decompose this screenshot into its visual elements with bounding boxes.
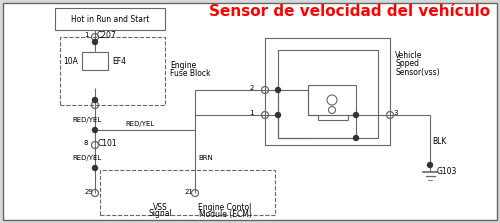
Text: Hot in Run and Start: Hot in Run and Start bbox=[71, 16, 149, 25]
Circle shape bbox=[276, 112, 280, 118]
Circle shape bbox=[92, 128, 98, 132]
Text: Vehicle: Vehicle bbox=[395, 50, 422, 60]
Circle shape bbox=[92, 165, 98, 171]
Text: 3: 3 bbox=[393, 110, 398, 116]
Text: Engine: Engine bbox=[170, 60, 196, 70]
Text: RED/YEL: RED/YEL bbox=[72, 117, 101, 123]
Text: 1: 1 bbox=[250, 110, 254, 116]
Bar bbox=[82, 52, 108, 70]
Text: VSS: VSS bbox=[152, 202, 168, 211]
Text: C207: C207 bbox=[97, 31, 117, 39]
Circle shape bbox=[428, 163, 432, 167]
Text: 2: 2 bbox=[250, 85, 254, 91]
Circle shape bbox=[354, 136, 358, 140]
Bar bbox=[100, 170, 275, 215]
Text: 29: 29 bbox=[85, 189, 94, 195]
Bar bbox=[265, 38, 390, 145]
Text: 8: 8 bbox=[83, 140, 87, 146]
Text: Sensor de velocidad del vehículo: Sensor de velocidad del vehículo bbox=[210, 4, 490, 19]
Circle shape bbox=[276, 87, 280, 93]
Text: 21: 21 bbox=[185, 189, 194, 195]
Circle shape bbox=[92, 39, 98, 45]
Text: 1: 1 bbox=[84, 32, 88, 38]
Bar bbox=[60, 37, 165, 105]
Text: BLK: BLK bbox=[432, 138, 446, 147]
Text: 10A: 10A bbox=[63, 58, 78, 66]
Text: BRN: BRN bbox=[198, 155, 213, 161]
Text: RED/YEL: RED/YEL bbox=[72, 155, 101, 161]
Text: Module (ECM): Module (ECM) bbox=[198, 209, 252, 219]
Circle shape bbox=[92, 97, 98, 103]
Bar bbox=[278, 50, 378, 138]
Text: RED/YEL: RED/YEL bbox=[126, 121, 154, 127]
Text: G103: G103 bbox=[437, 167, 458, 176]
Text: C101: C101 bbox=[98, 138, 117, 147]
Bar bbox=[308, 85, 356, 115]
Bar bbox=[55, 8, 165, 30]
Text: Fuse Block: Fuse Block bbox=[170, 70, 210, 78]
Text: Spped: Spped bbox=[395, 60, 419, 68]
Text: Signal: Signal bbox=[148, 209, 172, 219]
Circle shape bbox=[354, 112, 358, 118]
Text: Sensor(vss): Sensor(vss) bbox=[395, 68, 440, 78]
Text: Engine Contol: Engine Contol bbox=[198, 202, 252, 211]
Text: EF4: EF4 bbox=[112, 58, 126, 66]
